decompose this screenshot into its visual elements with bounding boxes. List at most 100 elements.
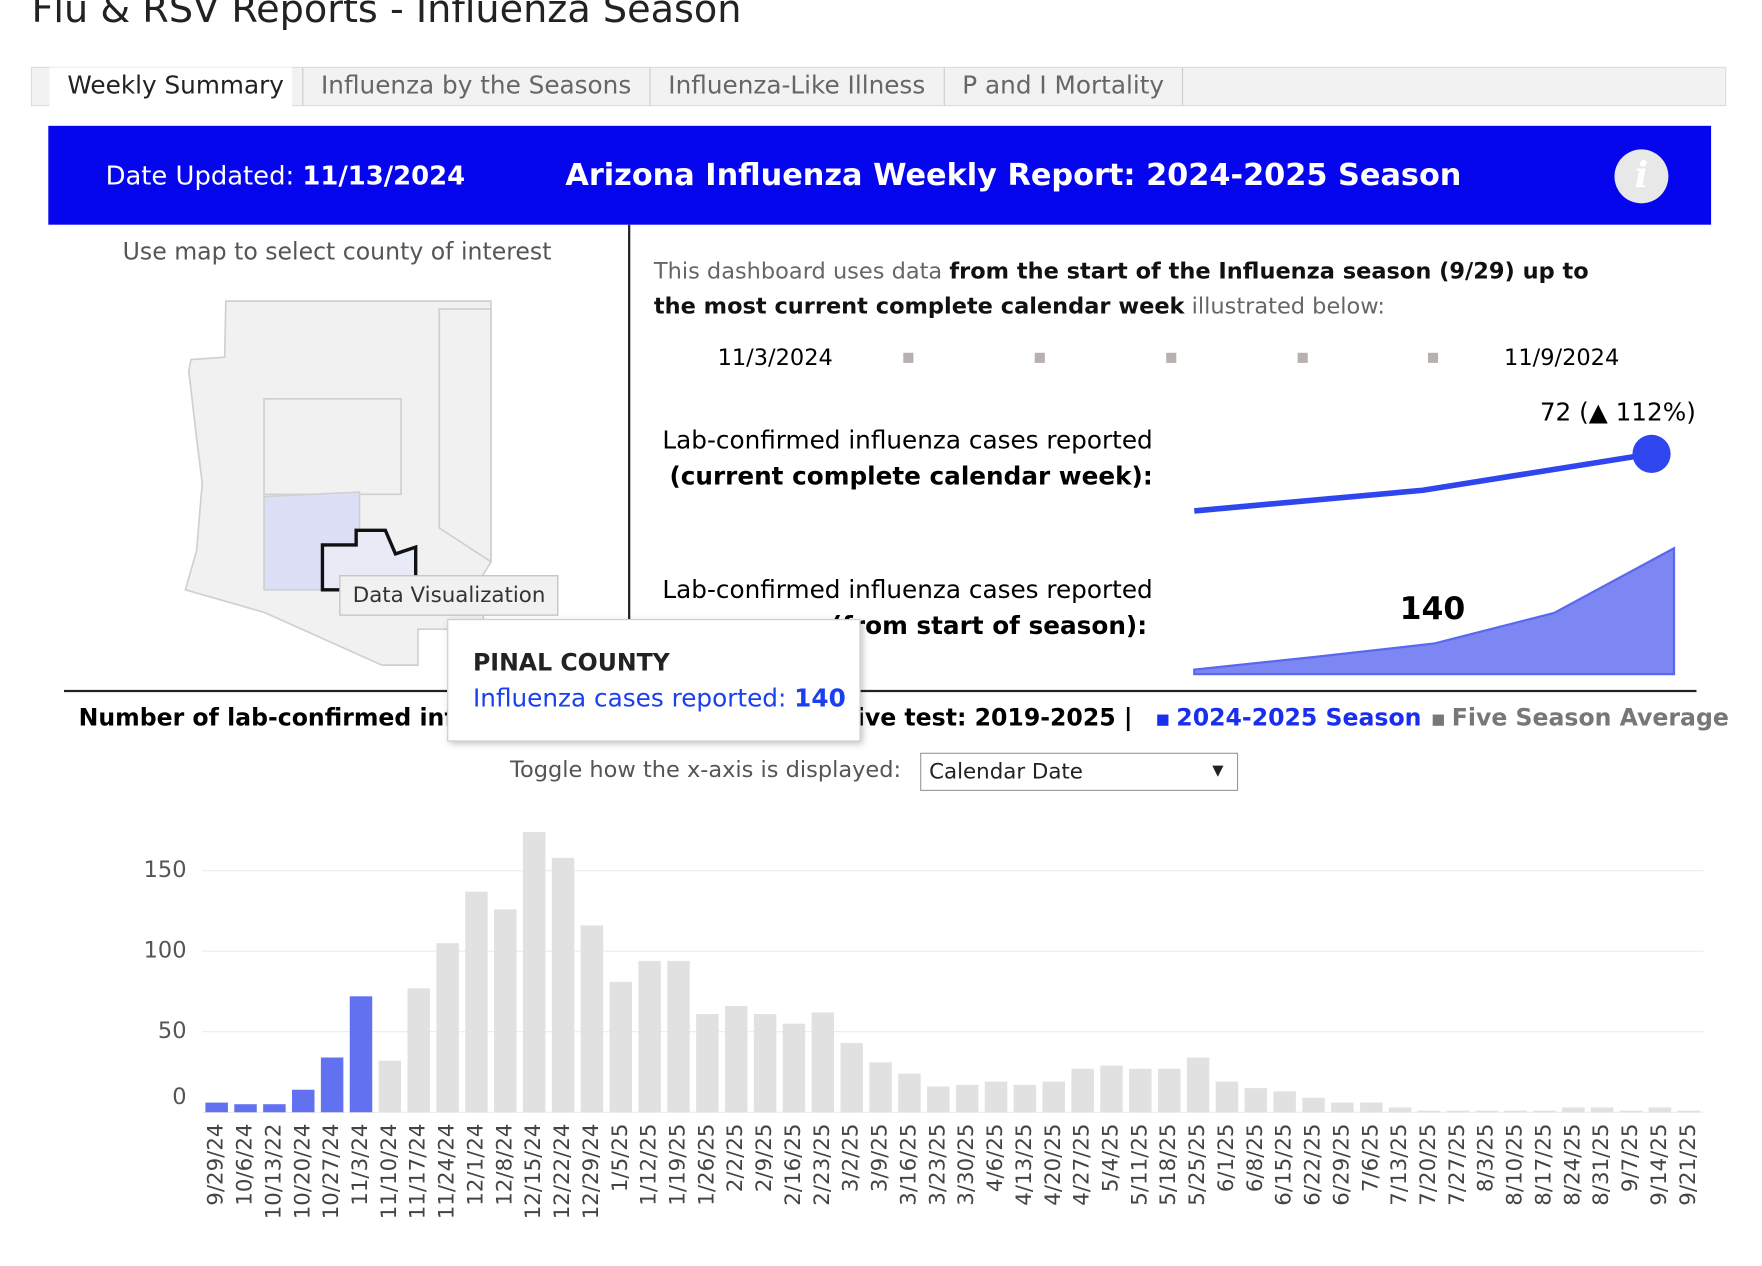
bar bbox=[1475, 1110, 1498, 1113]
toggle-label: Toggle how the x-axis is displayed: bbox=[509, 757, 901, 783]
season-total: 140 bbox=[1400, 591, 1466, 627]
bar bbox=[292, 1089, 315, 1113]
x-tick-label: 5/11/25 bbox=[1127, 1124, 1152, 1206]
x-axis-select[interactable]: Calendar Date ▼ bbox=[920, 752, 1239, 791]
bar bbox=[320, 1057, 344, 1113]
select-value: Calendar Date bbox=[929, 759, 1083, 785]
week-start: 11/3/2024 bbox=[718, 345, 833, 371]
x-tick-label: 10/6/24 bbox=[233, 1124, 258, 1206]
chart-title: sitive test: 2019-2025 | bbox=[823, 704, 1132, 732]
weekly-label: Lab-confirmed influenza cases reported bbox=[662, 426, 1152, 455]
season-sub: (from start of season): bbox=[831, 611, 1147, 640]
season-label: Lab-confirmed influenza cases reported bbox=[662, 575, 1152, 604]
bar bbox=[955, 1084, 979, 1113]
tab[interactable]: Influenza-Like Illness bbox=[650, 67, 945, 106]
y-tick-label: 100 bbox=[144, 938, 187, 964]
bar bbox=[1129, 1068, 1152, 1113]
bar bbox=[1215, 1081, 1239, 1113]
tabs: Weekly Summary Influenza by the Seasons In… bbox=[49, 67, 1184, 106]
x-tick-label: 10/20/24 bbox=[290, 1124, 315, 1220]
bar bbox=[1504, 1110, 1527, 1113]
x-tick-label: 8/17/25 bbox=[1531, 1124, 1556, 1206]
weekly-dot bbox=[1632, 434, 1671, 473]
bar bbox=[725, 1005, 748, 1113]
legend-label: 2024-2025 Season bbox=[1176, 704, 1421, 732]
x-tick-label: 6/22/25 bbox=[1301, 1124, 1326, 1206]
county-popup: PINAL COUNTY Influenza cases reported: 1… bbox=[447, 619, 861, 742]
bar bbox=[1533, 1110, 1556, 1113]
intro-text: This dashboard uses data from the start … bbox=[654, 254, 1631, 324]
bar bbox=[1071, 1068, 1094, 1113]
bar bbox=[1273, 1091, 1296, 1113]
county[interactable] bbox=[438, 308, 492, 564]
x-tick-label: 12/22/24 bbox=[550, 1124, 575, 1220]
x-tick-label: 11/17/24 bbox=[406, 1124, 431, 1220]
x-tick-label: 3/30/25 bbox=[954, 1124, 979, 1206]
popup-county: PINAL COUNTY bbox=[472, 649, 670, 677]
x-tick-label: 1/19/25 bbox=[666, 1124, 691, 1206]
bar bbox=[1619, 1110, 1643, 1113]
y-tick-label: 50 bbox=[158, 1018, 187, 1044]
x-tick-label: 8/24/25 bbox=[1560, 1124, 1585, 1206]
week-end: 11/9/2024 bbox=[1504, 345, 1619, 371]
bar bbox=[263, 1104, 286, 1113]
bar bbox=[1100, 1065, 1123, 1113]
county[interactable] bbox=[263, 397, 402, 496]
x-tick-label: 7/20/25 bbox=[1416, 1124, 1441, 1206]
bar bbox=[1417, 1110, 1441, 1113]
x-tick-label: 8/10/25 bbox=[1503, 1124, 1528, 1206]
select-arrow: ▼ bbox=[1212, 762, 1224, 780]
info-icon[interactable] bbox=[1614, 149, 1669, 204]
x-tick-label: 7/13/25 bbox=[1387, 1124, 1412, 1206]
legend-swatch bbox=[1432, 714, 1444, 726]
bar bbox=[1331, 1102, 1354, 1113]
season-area bbox=[1193, 546, 1676, 676]
tab[interactable]: Weekly Summary bbox=[49, 67, 304, 106]
x-tick-label: 4/6/25 bbox=[983, 1124, 1008, 1193]
bar bbox=[407, 988, 430, 1113]
intro-part: illustrated below: bbox=[1191, 292, 1385, 320]
tab[interactable]: Influenza by the Seasons bbox=[303, 67, 651, 106]
x-tick-label: 2/9/25 bbox=[752, 1124, 777, 1193]
bar bbox=[984, 1081, 1008, 1113]
x-tick-label: 5/4/25 bbox=[1098, 1124, 1123, 1193]
bar bbox=[1360, 1102, 1383, 1113]
bar bbox=[1186, 1057, 1210, 1113]
x-tick-label: 6/29/25 bbox=[1329, 1124, 1354, 1206]
sparklines bbox=[1193, 434, 1676, 676]
bar bbox=[869, 1062, 892, 1113]
x-tick-label: 9/21/25 bbox=[1676, 1124, 1701, 1206]
legend-swatch bbox=[1157, 714, 1169, 726]
legend: 2024-2025 Season Five Season Average bbox=[1157, 704, 1729, 732]
y-tick-label: 0 bbox=[172, 1084, 186, 1110]
chart-title: Number of lab-confirmed influ bbox=[79, 704, 479, 732]
x-tick-label: 12/1/24 bbox=[463, 1124, 488, 1206]
active-tab bbox=[49, 67, 293, 107]
bar bbox=[1013, 1084, 1037, 1113]
x-tick-label: 7/6/25 bbox=[1358, 1124, 1383, 1193]
date-label: Date Updated: 11/13/2024 bbox=[106, 161, 465, 191]
bar bbox=[494, 909, 517, 1113]
bar bbox=[522, 832, 546, 1113]
bar bbox=[1562, 1107, 1585, 1113]
x-tick-label: 8/31/25 bbox=[1589, 1124, 1614, 1206]
popup-value: 140 bbox=[794, 685, 846, 714]
x-tick-label: 11/10/24 bbox=[377, 1124, 402, 1220]
bar bbox=[436, 943, 459, 1113]
page-title: Flu & RSV Reports - Influenza Season bbox=[31, 0, 741, 32]
bar bbox=[205, 1102, 228, 1113]
legend-label: Five Season Average bbox=[1452, 704, 1729, 732]
county-map[interactable] bbox=[184, 300, 492, 666]
bar bbox=[1042, 1081, 1065, 1113]
x-tick-label: 3/16/25 bbox=[896, 1124, 921, 1206]
x-tick-label: 9/7/25 bbox=[1618, 1124, 1643, 1193]
bar bbox=[811, 1012, 835, 1113]
intro-bold: from the start of the Influenza season (… bbox=[653, 257, 1589, 320]
tab[interactable]: P and I Mortality bbox=[944, 67, 1184, 106]
x-tick-label: 4/20/25 bbox=[1041, 1124, 1066, 1206]
x-tick-label: 9/29/24 bbox=[204, 1124, 229, 1206]
popup-label: Influenza cases reported: bbox=[472, 685, 787, 714]
